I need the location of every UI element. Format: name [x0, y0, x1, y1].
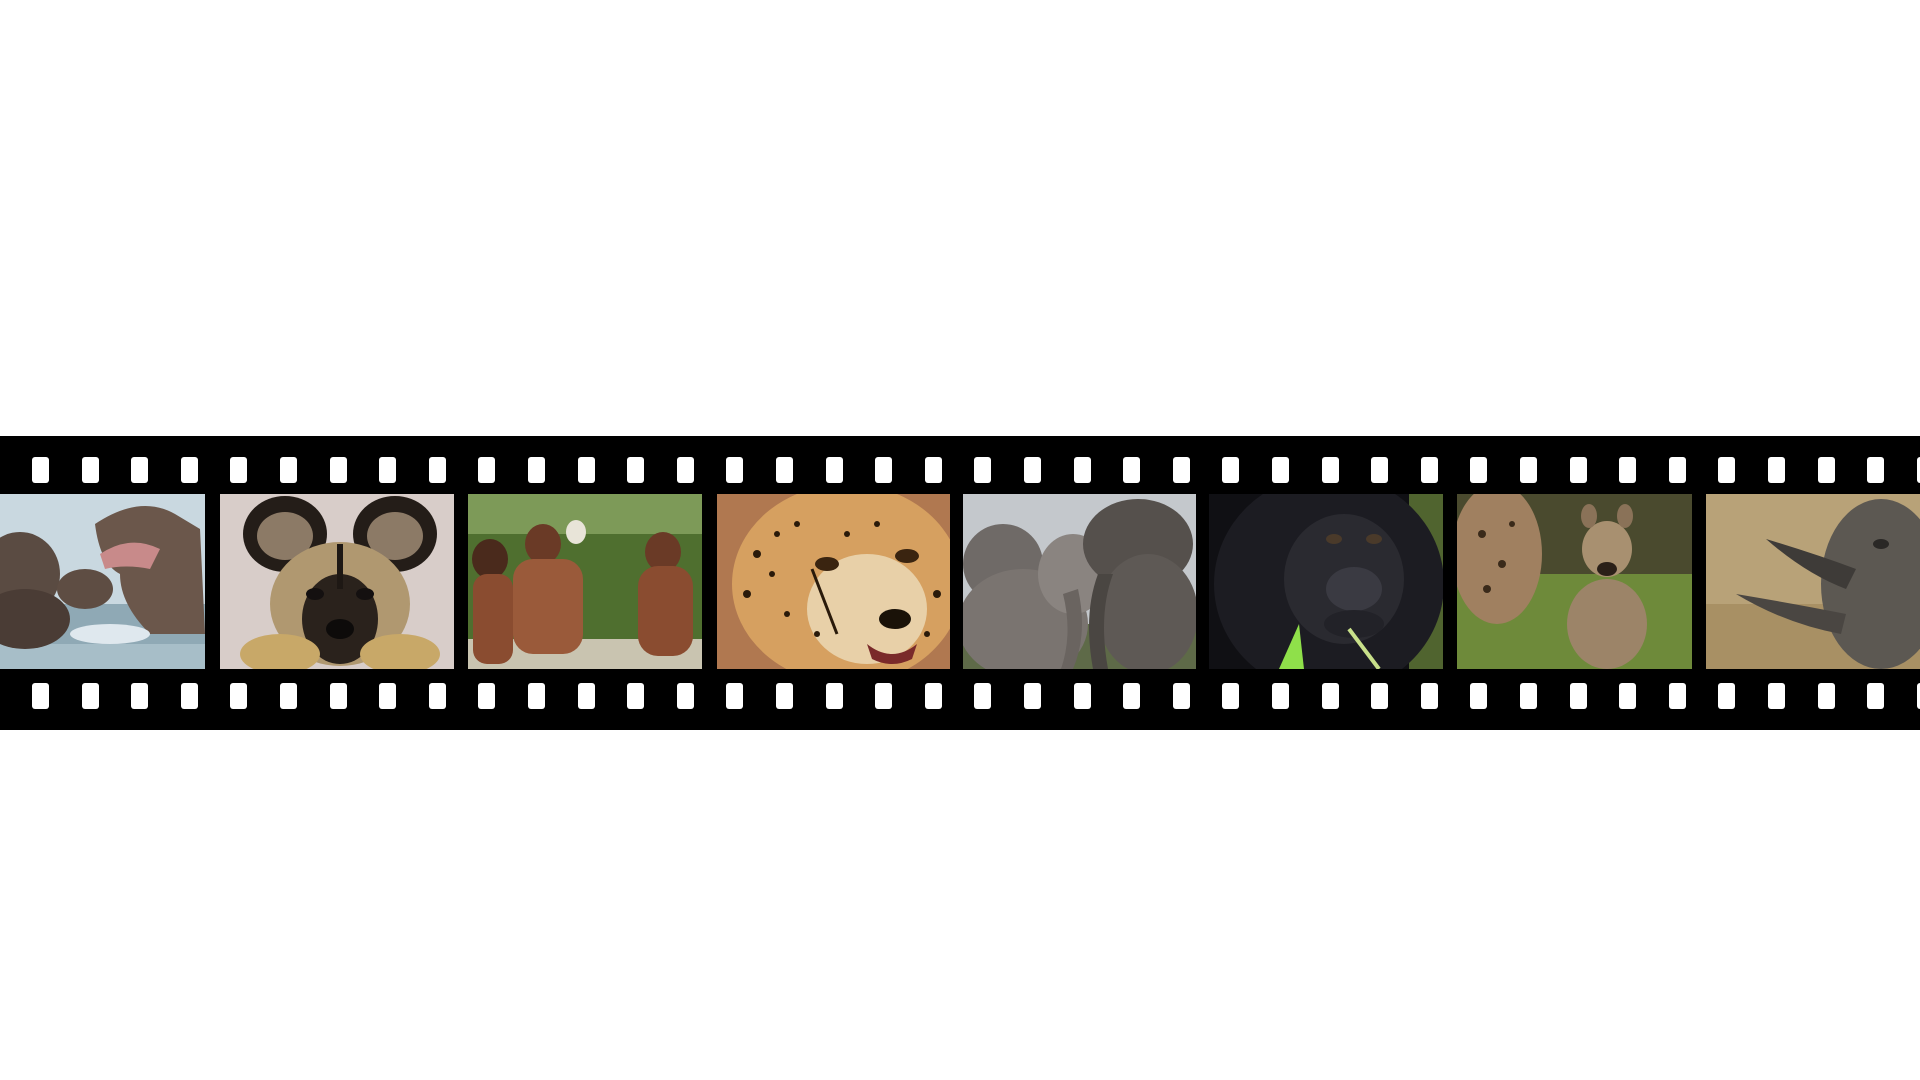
sprocket-hole [429, 683, 446, 709]
sprocket-hole [429, 457, 446, 483]
sprocket-hole [1421, 457, 1438, 483]
frame-rhino-photo [1706, 494, 1920, 669]
frame-people-photo [468, 494, 702, 669]
sprocket-hole [280, 457, 297, 483]
sprocket-hole [677, 683, 694, 709]
sprocket-hole [1123, 457, 1140, 483]
sprocket-hole [1818, 683, 1835, 709]
sprocket-hole [1173, 683, 1190, 709]
sprocket-hole [1322, 457, 1339, 483]
sprocket-hole [131, 457, 148, 483]
sprocket-hole [776, 683, 793, 709]
sprocket-hole [1867, 683, 1884, 709]
frame-cheetah-photo [717, 494, 950, 669]
sprocket-hole [1619, 457, 1636, 483]
frame-wild-dog-photo [220, 494, 454, 669]
sprocket-hole [1867, 457, 1884, 483]
sprocket-hole [974, 683, 991, 709]
sprocket-hole [1917, 457, 1920, 483]
sprocket-hole [1768, 457, 1785, 483]
sprocket-hole [330, 457, 347, 483]
sprocket-hole [726, 683, 743, 709]
sprocket-hole [1619, 683, 1636, 709]
frame-hippos-photo [0, 494, 205, 669]
sprocket-hole [1074, 457, 1091, 483]
sprocket-hole [478, 683, 495, 709]
sprocket-hole [1222, 683, 1239, 709]
sprocket-row-bottom [0, 683, 1920, 709]
film-strip [0, 436, 1920, 730]
sprocket-hole [1371, 683, 1388, 709]
sprocket-hole [677, 457, 694, 483]
sprocket-hole [1322, 683, 1339, 709]
sprocket-hole [1470, 683, 1487, 709]
sprocket-hole [627, 683, 644, 709]
sprocket-hole [1669, 457, 1686, 483]
sprocket-hole [776, 457, 793, 483]
sprocket-hole [875, 683, 892, 709]
sprocket-hole [379, 457, 396, 483]
sprocket-row-top [0, 457, 1920, 483]
sprocket-hole [1570, 683, 1587, 709]
sprocket-hole [1917, 683, 1920, 709]
sprocket-hole [974, 457, 991, 483]
sprocket-hole [1173, 457, 1190, 483]
sprocket-hole [528, 457, 545, 483]
sprocket-hole [1272, 457, 1289, 483]
sprocket-hole [925, 457, 942, 483]
sprocket-hole [1718, 683, 1735, 709]
sprocket-hole [925, 683, 942, 709]
sprocket-hole [181, 683, 198, 709]
sprocket-hole [1123, 683, 1140, 709]
frame-gorilla-photo [1209, 494, 1443, 669]
sprocket-hole [875, 457, 892, 483]
sprocket-hole [1024, 457, 1041, 483]
sprocket-hole [32, 683, 49, 709]
sprocket-hole [478, 457, 495, 483]
sprocket-hole [1272, 683, 1289, 709]
sprocket-hole [578, 683, 595, 709]
sprocket-hole [578, 457, 595, 483]
sprocket-hole [528, 683, 545, 709]
sprocket-hole [230, 457, 247, 483]
sprocket-hole [131, 683, 148, 709]
sprocket-hole [82, 683, 99, 709]
sprocket-hole [330, 683, 347, 709]
sprocket-hole [32, 457, 49, 483]
sprocket-hole [280, 683, 297, 709]
sprocket-hole [1024, 683, 1041, 709]
sprocket-hole [82, 457, 99, 483]
sprocket-hole [1421, 683, 1438, 709]
sprocket-hole [181, 457, 198, 483]
sprocket-hole [230, 683, 247, 709]
sprocket-hole [1520, 457, 1537, 483]
sprocket-hole [1222, 457, 1239, 483]
sprocket-hole [1074, 683, 1091, 709]
sprocket-hole [1818, 457, 1835, 483]
sprocket-hole [1669, 683, 1686, 709]
sprocket-hole [1768, 683, 1785, 709]
sprocket-hole [1470, 457, 1487, 483]
sprocket-hole [826, 683, 843, 709]
sprocket-hole [1570, 457, 1587, 483]
sprocket-hole [1718, 457, 1735, 483]
sprocket-hole [1371, 457, 1388, 483]
sprocket-hole [826, 457, 843, 483]
frame-hyenas-photo [1457, 494, 1692, 669]
frame-elephants-photo [963, 494, 1196, 669]
sprocket-hole [1520, 683, 1537, 709]
sprocket-hole [726, 457, 743, 483]
sprocket-hole [379, 683, 396, 709]
sprocket-hole [627, 457, 644, 483]
